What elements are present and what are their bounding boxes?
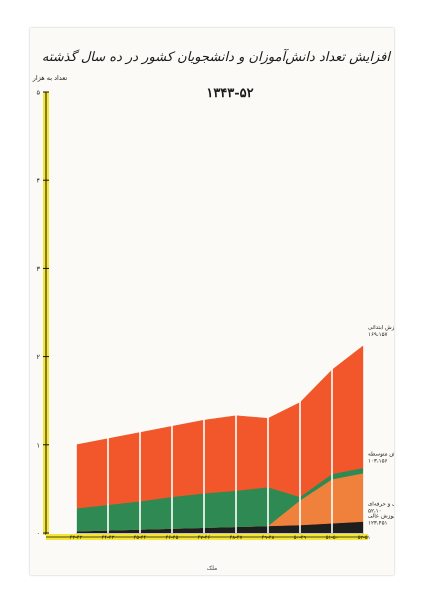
x-tick-label: ۵۲-۵۱ xyxy=(358,535,371,541)
y-axis: تعداد به هزار ۰ ۱ ۲ ۳ ۴ ۵ xyxy=(32,74,68,538)
series-name-label: آموزش عالی xyxy=(368,513,394,520)
x-tick-label: ۵۱-۵۰ xyxy=(326,535,339,541)
y-tick-label: ۲ xyxy=(37,353,41,361)
x-axis: ۴۳-۴۲ ۴۴-۴۳ ۴۵-۴۴ ۴۶-۴۵ ۴۷-۴۶ ۴۸-۴۷ ۴۹-۴۸ ۵۰-۴۹… xyxy=(46,534,370,541)
series-value-label: ۱۶۹،۱۵۷ xyxy=(368,332,388,338)
series-value-label: ۵۲،۱۰ xyxy=(368,508,382,514)
x-tick-label: ۴۳-۴۲ xyxy=(70,535,83,541)
y-tick-label: ۳ xyxy=(37,265,41,273)
x-tick-label: ۴۴-۴۳ xyxy=(102,535,115,541)
chart-page: افزایش تعداد دانش‌آموزان و دانشجویان کشو… xyxy=(30,28,394,575)
chart-title: افزایش تعداد دانش‌آموزان و دانشجویان کشو… xyxy=(41,50,390,65)
x-tick-label: ۴۵-۴۴ xyxy=(134,535,147,541)
y-tick-label: ۵ xyxy=(37,89,41,97)
y-tick-label: ۴ xyxy=(37,177,41,185)
column-dividers xyxy=(75,344,365,533)
series-name-label: آموزش متوسطه xyxy=(368,451,394,458)
chart-subtitle: ۱۳۴۳-۵۲ xyxy=(206,86,254,101)
y-tick-label: ۱ xyxy=(37,441,41,449)
x-tick-label: ۴۶-۴۵ xyxy=(166,535,179,541)
series-value-label: ۱۰۳،۱۵۶ xyxy=(368,459,388,465)
x-tick-label: ۴۷-۴۶ xyxy=(198,535,211,541)
area-layers xyxy=(75,344,365,534)
x-tick-label: ۴۸-۴۷ xyxy=(230,535,243,541)
series-value-label: ۱۲۳،۴۵۱ xyxy=(368,521,388,527)
series-name-label: آموزش فنی و حرفه‌ای xyxy=(368,500,394,507)
x-tick-label: ۵۰-۴۹ xyxy=(294,535,307,541)
stacked-area-chart: تعداد به هزار ۰ ۱ ۲ ۳ ۴ ۵ ۴۳-۴۲ ۴۴-۴۳ ۴۵-۴۴ ۴۶-۴… xyxy=(32,74,394,572)
y-axis-label: تعداد به هزار xyxy=(32,74,68,82)
footer-note: ملک xyxy=(207,565,218,572)
x-tick-label: ۴۹-۴۸ xyxy=(262,535,275,541)
series-name-label: آموزش ابتدائی xyxy=(368,324,394,331)
y-tick-label: ۰ xyxy=(37,530,41,538)
